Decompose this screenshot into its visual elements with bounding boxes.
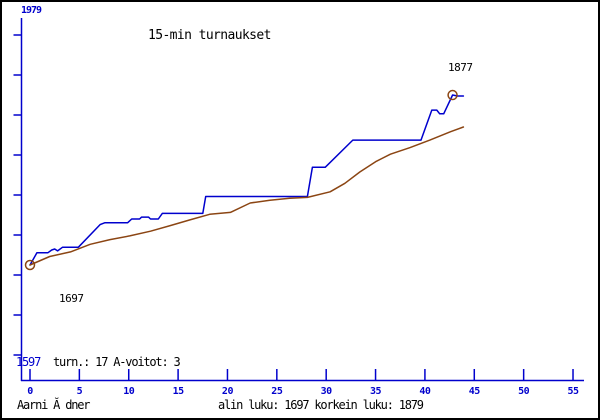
x-axis-tick-label: 35 — [370, 386, 382, 397]
x-axis-tick-label: 10 — [123, 386, 135, 397]
endpoint-marker — [447, 89, 458, 101]
x-axis-tick-label: 55 — [567, 386, 579, 397]
end-value-label: 1877 — [448, 61, 473, 74]
player-name: Aarni Ă dner — [17, 397, 90, 412]
x-axis-tick-label: 0 — [27, 386, 33, 397]
x-axis-tick-label: 45 — [469, 386, 481, 397]
x-axis-ticks: 0 5 10 15 20 25 30 35 40 45 50 55 — [27, 369, 580, 397]
rating-line — [29, 94, 465, 266]
x-axis-tick-label: 30 — [321, 386, 333, 397]
y-axis-min-label: 1597 — [16, 355, 41, 369]
start-value-label: 1697 — [59, 292, 84, 305]
endpoint-markers — [24, 89, 458, 271]
status-summary: alin luku: 1697 korkein luku: 1879 — [218, 398, 424, 412]
x-axis-tick-label: 25 — [271, 386, 283, 397]
x-axis-tick-label: 15 — [173, 386, 185, 397]
x-axis-tick-label: 20 — [222, 386, 234, 397]
stats-text: turn.: 17 A-voitot: 3 — [53, 355, 180, 369]
x-axis-tick-label: 5 — [77, 386, 83, 397]
trend-line — [29, 126, 465, 266]
endpoint-marker — [24, 259, 36, 271]
chart-title: 15-min turnaukset — [148, 28, 271, 43]
y-axis-ticks — [13, 34, 22, 356]
y-axis-max-label: 1979 — [21, 5, 42, 16]
data-series — [29, 94, 465, 266]
x-axis-tick-label: 40 — [419, 386, 431, 397]
x-axis-tick-label: 50 — [518, 386, 530, 397]
